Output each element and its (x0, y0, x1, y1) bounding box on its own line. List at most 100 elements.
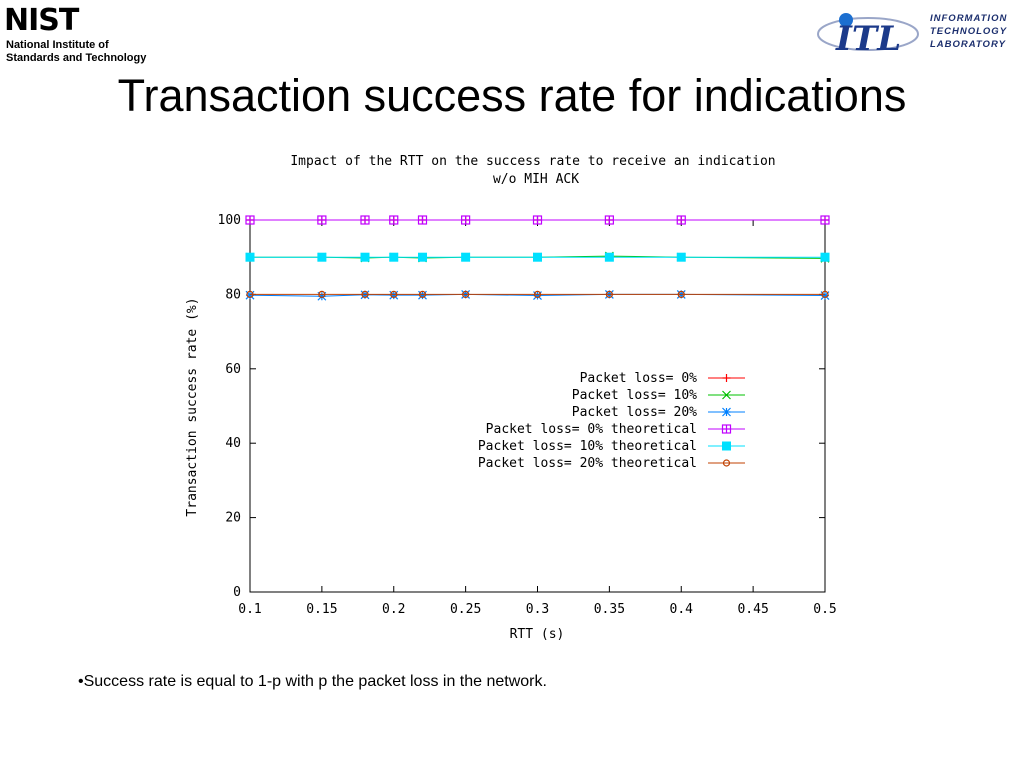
series-5 (246, 290, 829, 298)
marker-circle (722, 459, 731, 467)
x-tick-label: 0.4 (670, 602, 694, 617)
data-point (532, 215, 543, 225)
legend-label: Packet loss= 10% theoretical (478, 439, 697, 454)
data-point (390, 290, 398, 298)
data-point (820, 215, 830, 225)
x-axis-label: RTT (s) (510, 627, 565, 642)
legend-marker (722, 459, 731, 467)
chart-legend: Packet loss= 0% Packet loss= 10% Packet lo… (478, 371, 745, 471)
data-point (461, 252, 471, 262)
plot-frame (249, 219, 826, 593)
marker-circle (361, 290, 369, 298)
marker-square-cross (389, 216, 398, 224)
data-point (245, 215, 255, 225)
x-tick-label: 0.15 (306, 602, 337, 617)
marker-star (722, 407, 731, 417)
data-point (361, 290, 369, 298)
marker-square-cross (317, 216, 326, 224)
legend-marker (722, 441, 731, 451)
marker-square-filled (722, 441, 731, 451)
data-point (418, 290, 427, 298)
slide-title: Transaction success rate for indications (117, 70, 907, 121)
legend-item: Packet loss= 0% (580, 371, 745, 386)
x-tick-label: 0.3 (526, 602, 549, 617)
note-bullet: •Success rate is equal to 1-p with p the… (78, 673, 547, 690)
data-point (246, 290, 254, 298)
data-point (462, 290, 470, 298)
marker-square-filled (604, 252, 614, 262)
marker-circle (677, 290, 685, 298)
marker-star (317, 291, 327, 301)
chart-title: Impact of the RTT on the success rate to… (290, 154, 775, 169)
data-point (821, 290, 829, 298)
data-point (604, 252, 614, 262)
marker-square-cross (605, 216, 614, 224)
marker-star (389, 290, 399, 300)
series-4 (245, 252, 830, 262)
marker-square-filled (533, 252, 542, 262)
data-point (418, 290, 427, 300)
marker-circle (605, 290, 613, 298)
marker-star (820, 291, 830, 300)
y-tick-label: 60 (225, 362, 241, 377)
nist-logo-wordmark: NIST (4, 3, 79, 38)
marker-star (533, 291, 542, 300)
legend-marker (722, 390, 731, 400)
data-point (533, 290, 542, 298)
data-point (317, 291, 327, 301)
y-tick-label: 40 (225, 436, 241, 451)
data-point (677, 290, 685, 298)
legend-item: Packet loss= 10% theoretical (478, 439, 745, 454)
data-point (318, 290, 326, 298)
marker-circle (390, 290, 398, 298)
nist-logo: NIST National Institute of Standards and… (4, 6, 164, 66)
series-3 (245, 215, 830, 225)
chart-axes: 0.1 0.15 0.2 0.25 0.3 0.35 0.4 0.45 0.5 0 20 40 60 80… (218, 213, 837, 617)
data-point (245, 290, 255, 300)
marker-square-filled (820, 252, 830, 262)
data-point (820, 252, 830, 262)
y-axis-label: Transaction success rate (%) (185, 297, 200, 516)
x-tick-label: 0.5 (813, 602, 836, 617)
marker-square-filled (245, 252, 255, 262)
x-tick-label: 0.25 (450, 602, 481, 617)
data-point (245, 252, 255, 262)
marker-square-cross (418, 216, 427, 224)
data-point (389, 290, 399, 300)
marker-circle (533, 290, 542, 298)
chart-subtitle: w/o MIH ACK (493, 172, 579, 187)
y-tick-label: 100 (218, 213, 241, 228)
marker-square-filled (317, 252, 327, 262)
data-point (389, 215, 399, 225)
legend-label: Packet loss= 0% theoretical (486, 422, 697, 437)
marker-square-cross (533, 216, 542, 224)
marker-circle (462, 290, 470, 298)
itl-logo-mark: ITL (817, 13, 919, 59)
data-point (360, 252, 370, 262)
marker-circle (246, 290, 254, 298)
legend-label: Packet loss= 10% (572, 388, 697, 403)
marker-square-filled (676, 252, 686, 262)
marker-square-cross (461, 216, 470, 224)
data-point (604, 215, 614, 225)
marker-star (245, 290, 255, 300)
data-point (389, 252, 399, 262)
marker-cross (722, 390, 731, 400)
marker-plus (722, 374, 731, 382)
marker-circle (821, 290, 829, 298)
legend-item: Packet loss= 10% (572, 388, 745, 403)
marker-square-filled (360, 252, 370, 262)
data-point (676, 252, 686, 262)
data-point (676, 215, 686, 225)
data-point (417, 215, 428, 225)
marker-square-filled (418, 252, 427, 262)
data-point (461, 215, 471, 225)
legend-item: Packet loss= 20% theoretical (478, 456, 745, 471)
legend-marker (721, 424, 732, 434)
itl-logo-text: INFORMATION TECHNOLOGY LABORATORY (930, 12, 1007, 51)
legend-marker (722, 374, 731, 382)
nist-logo-line-1: National Institute of (6, 39, 109, 51)
y-tick-label: 80 (225, 287, 241, 302)
data-point (533, 252, 542, 262)
marker-square-cross (677, 216, 686, 224)
